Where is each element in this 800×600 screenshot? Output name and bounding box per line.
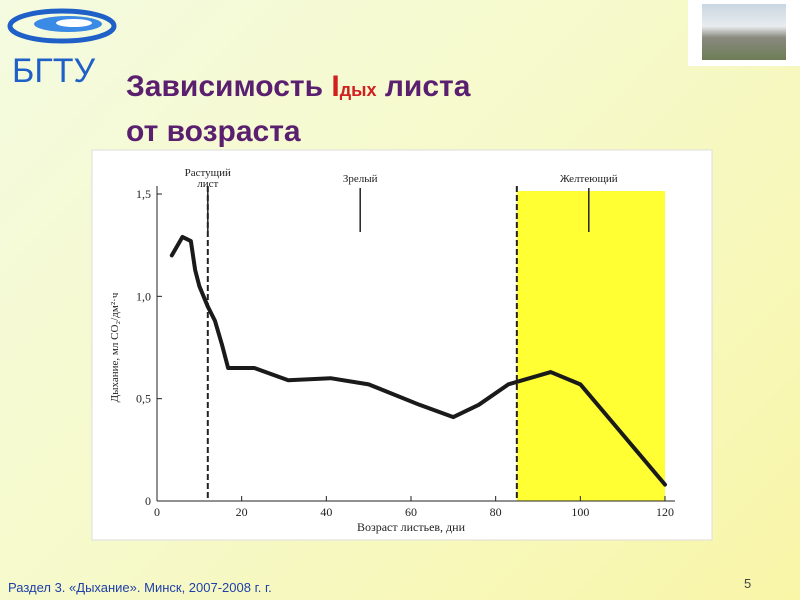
- title: Зависимость Iдых листа от возраста: [126, 66, 470, 153]
- y-tick-label: 0,5: [136, 392, 151, 406]
- data-line: [169, 234, 667, 487]
- x-tick-label: 0: [154, 505, 160, 519]
- page-number: 5: [744, 576, 752, 591]
- footer: Раздел 3. «Дыхание». Минск, 2007-2008 г.…: [8, 580, 272, 595]
- x-tick-label: 60: [405, 505, 417, 519]
- x-tick-label: 80: [490, 505, 502, 519]
- y-tick-label: 0: [145, 494, 151, 508]
- title-subscript: дых: [339, 80, 377, 100]
- photo: [688, 0, 800, 66]
- phase-label: лист: [197, 178, 218, 190]
- x-tick-label: 100: [571, 505, 589, 519]
- region: [516, 191, 665, 501]
- phase-label: Желтеющий: [560, 173, 618, 185]
- x-tick-label: 20: [236, 505, 248, 519]
- y-tick-label: 1,0: [136, 289, 151, 303]
- title-text: Зависимость: [126, 70, 332, 103]
- logo-mark: [7, 8, 117, 44]
- phase-label: Зрелый: [343, 173, 378, 185]
- title-text: листа: [376, 70, 471, 103]
- y-axis-label: Дыхание, мл CO₂/дм²·ч: [109, 292, 121, 402]
- title-symbol: I: [331, 70, 340, 103]
- x-axis-label: Возраст листьев, дни: [357, 520, 466, 534]
- phase-label: Растущий: [185, 167, 231, 179]
- x-tick-label: 120: [656, 505, 674, 519]
- y-tick-label: 1,5: [136, 187, 151, 201]
- x-tick-label: 40: [320, 505, 332, 519]
- logo-text: БГТУ: [12, 52, 96, 90]
- title-text: от возраста: [126, 115, 301, 148]
